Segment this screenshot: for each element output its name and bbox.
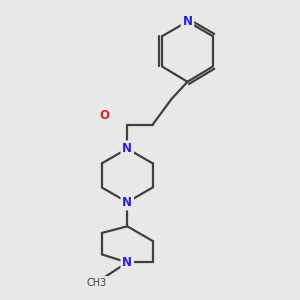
Text: CH3: CH3 — [86, 278, 106, 287]
Text: N: N — [122, 142, 132, 155]
Text: N: N — [182, 15, 193, 28]
Text: N: N — [122, 196, 132, 209]
Text: N: N — [122, 256, 132, 269]
Text: O: O — [100, 109, 110, 122]
